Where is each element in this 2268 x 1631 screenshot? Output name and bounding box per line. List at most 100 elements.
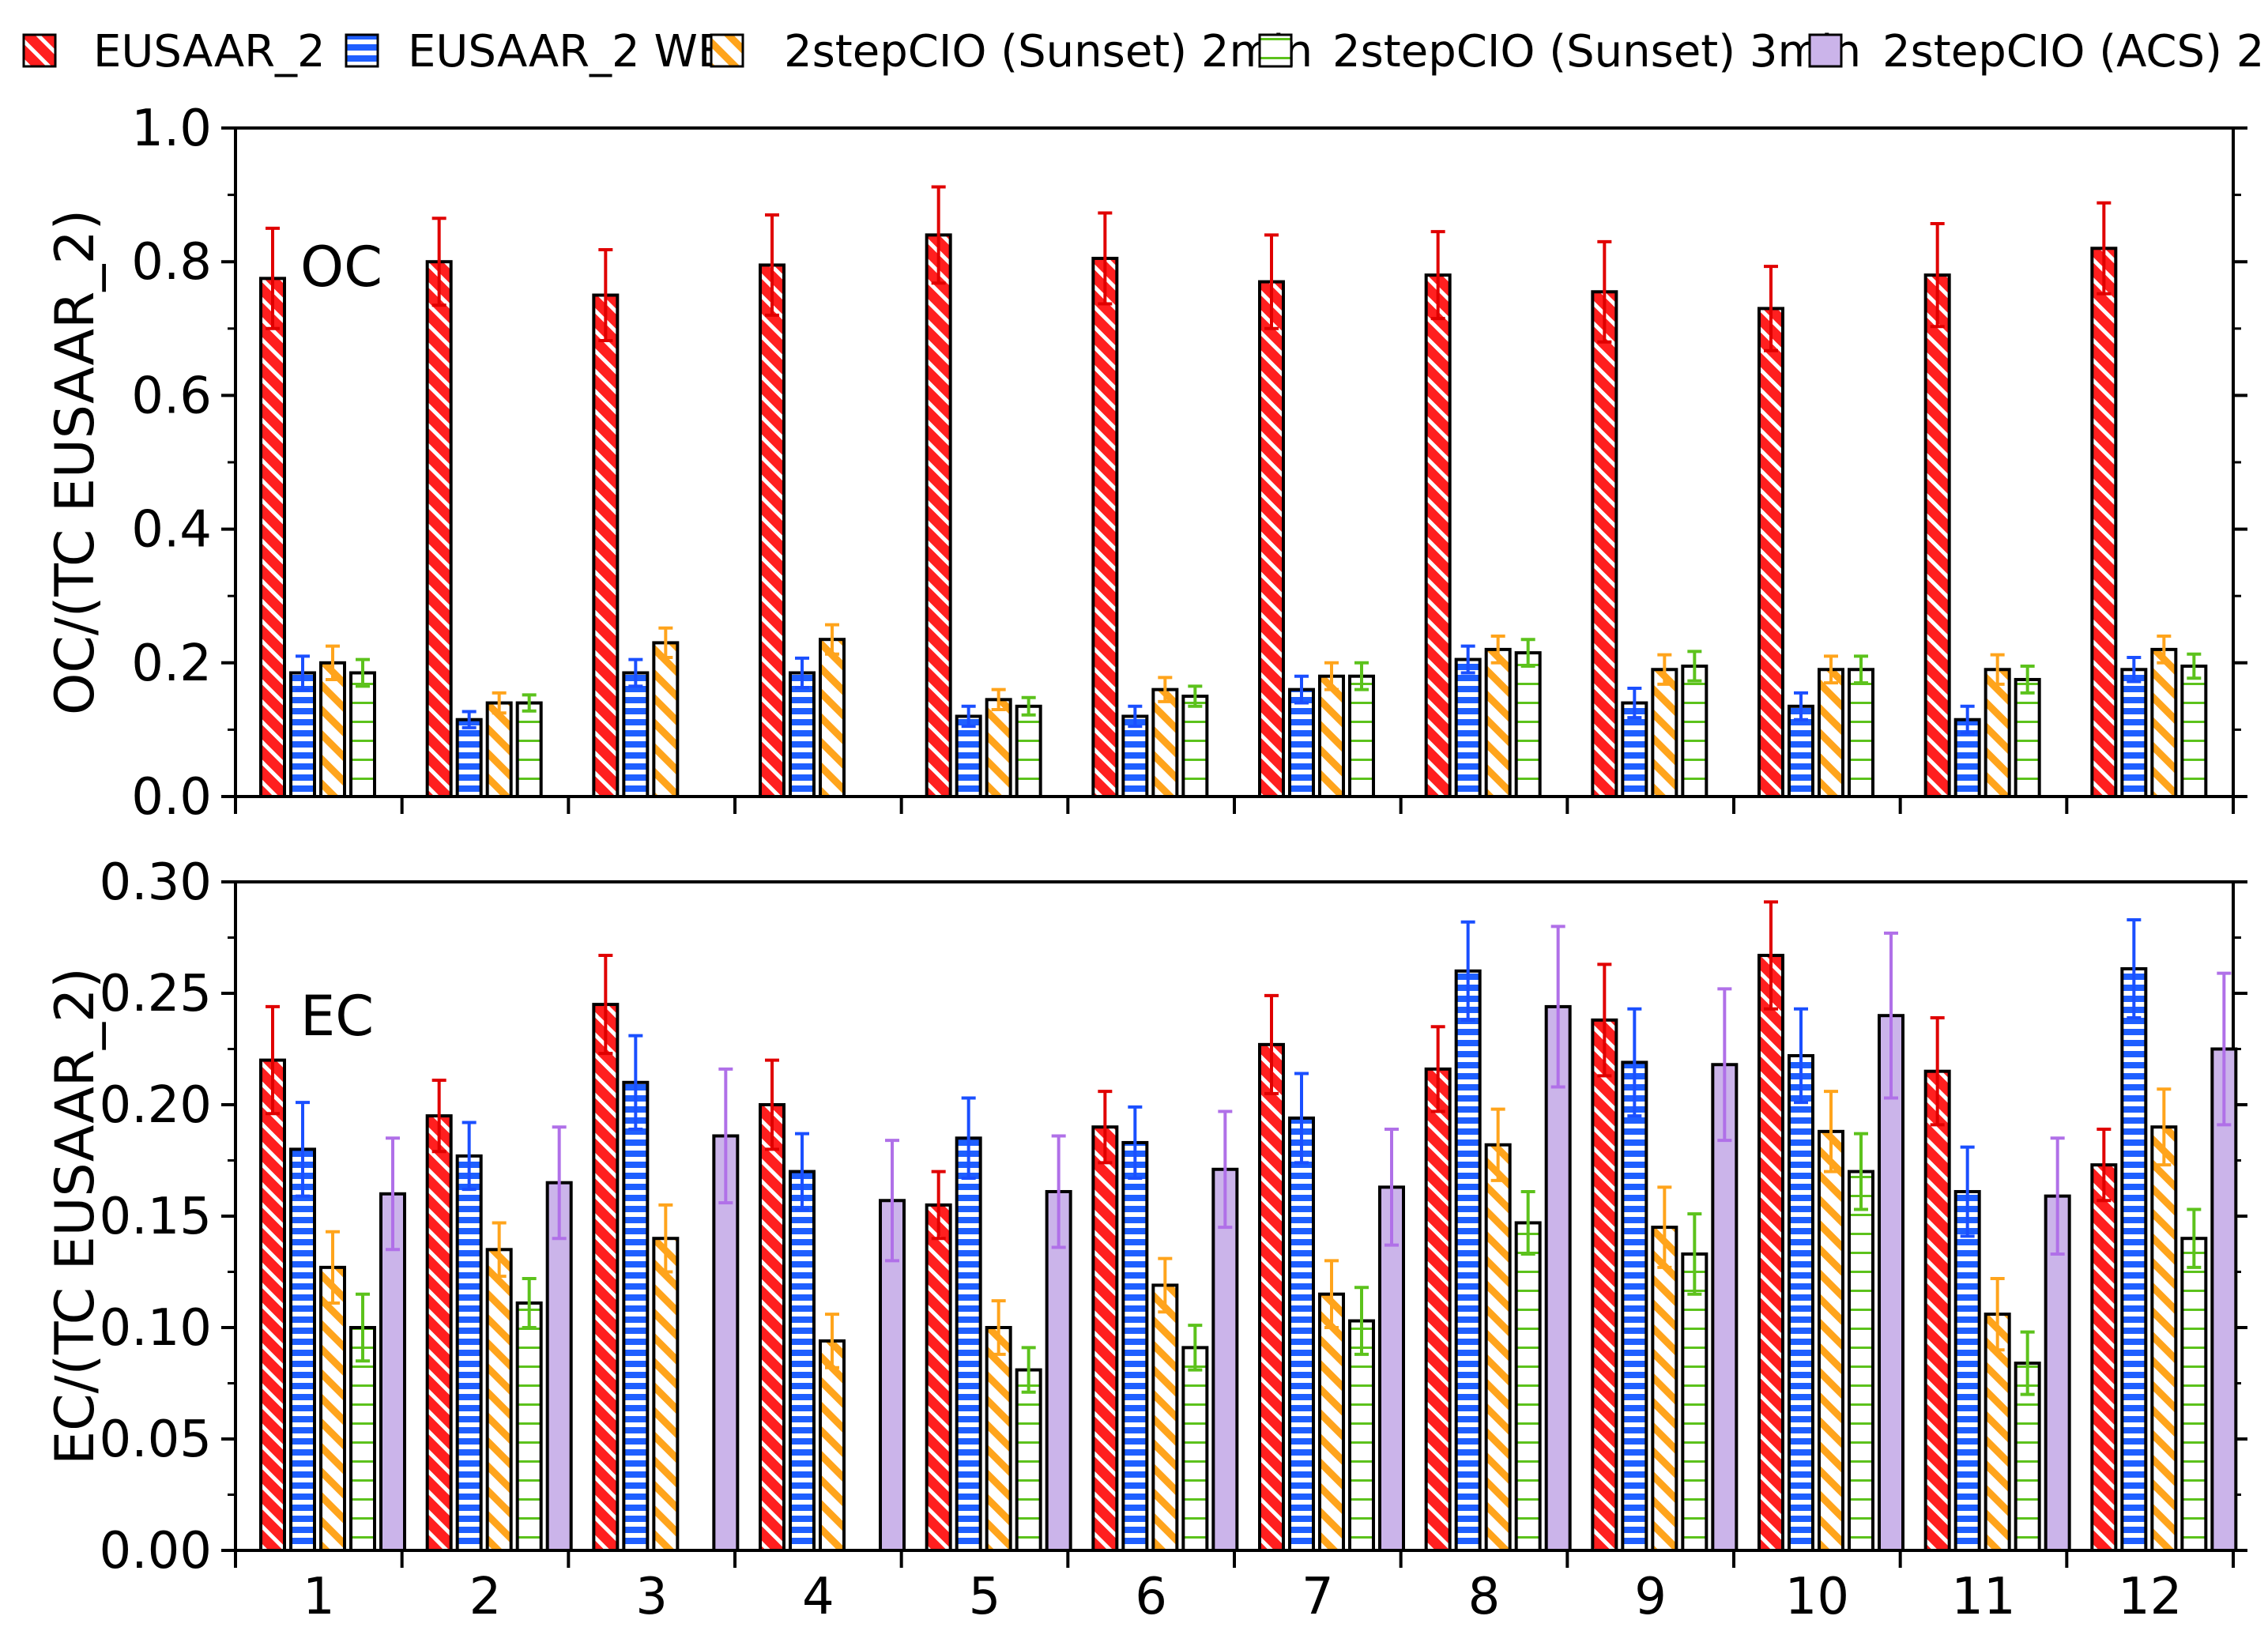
ec-y-tick-label: 0.25 <box>100 965 213 1023</box>
ec-bar-eusaar2-1 <box>259 1058 286 1552</box>
ec-bar-sunset-2min-4 <box>819 1339 846 1553</box>
ec-bar-eusaar2-we-2 <box>455 1154 483 1552</box>
oc-bar-sunset-2min-4 <box>819 638 846 798</box>
oc-y-tick-label: 0.8 <box>131 233 212 292</box>
ec-bar-sunset-2min-3 <box>652 1237 680 1552</box>
ec-y-axis-title: EC/(TC EUSAAR_2) <box>44 967 107 1465</box>
oc-y-tick-label: 0.0 <box>131 768 212 827</box>
ec-bar-acs-2min-5 <box>1045 1189 1072 1552</box>
legend-item-acs-2min: 2stepCIO (ACS) 2min <box>1808 26 2268 77</box>
ec-bar-sunset-3min-12 <box>2180 1237 2208 1552</box>
ec-panel: EC/(TC EUSAAR_2) EC 0.00 0.05 0.10 0.15 0.20… <box>44 853 2247 1626</box>
oc-bar-sunset-3min-11 <box>2014 677 2041 799</box>
ec-y-ticks: 0.00 0.05 0.10 0.15 0.20 0.25 0.30 <box>100 853 2247 1580</box>
ec-panel-label: EC <box>300 984 374 1049</box>
oc-panel-label: OC <box>300 235 382 299</box>
ec-y-tick-label: 0.15 <box>100 1188 213 1246</box>
ec-bar-sunset-3min-10 <box>1848 1170 1874 1552</box>
legend-swatch-acs-2min <box>1808 33 1843 68</box>
legend-label-eusaar2-we: EUSAAR_2 WE <box>408 26 725 77</box>
ec-bar-sunset-2min-2 <box>485 1248 513 1553</box>
oc-bar-eusaar2-2 <box>425 260 453 798</box>
oc-bar-sunset-2min-10 <box>1818 668 1844 799</box>
ec-bar-eusaar2-we-11 <box>1953 1189 1981 1552</box>
ec-bar-acs-2min-8 <box>1544 1004 1572 1553</box>
ec-bar-acs-2min-12 <box>2210 1047 2238 1552</box>
ec-bar-eusaar2-9 <box>1591 1018 1618 1552</box>
ec-bar-sunset-2min-9 <box>1651 1226 1678 1552</box>
oc-x-ticks <box>234 797 2235 814</box>
oc-bar-sunset-2min-12 <box>2150 647 2178 798</box>
ec-bar-sunset-3min-11 <box>2014 1362 2041 1552</box>
oc-bar-sunset-3min-7 <box>1348 674 1375 798</box>
ec-bar-eusaar2-we-6 <box>1121 1140 1149 1552</box>
oc-bar-eusaar2-we-1 <box>289 671 316 798</box>
x-tick-label-1: 1 <box>303 1568 335 1626</box>
ec-bar-acs-2min-6 <box>1211 1167 1239 1553</box>
oc-bar-sunset-3min-2 <box>515 701 543 798</box>
ec-y-tick-label: 0.00 <box>100 1522 213 1580</box>
oc-bar-eusaar2-we-8 <box>1454 657 1482 798</box>
oc-bar-eusaar2-we-6 <box>1121 714 1149 798</box>
oc-bar-sunset-3min-8 <box>1514 651 1542 798</box>
legend: EUSAAR_2 EUSAAR_2 WE 2stepCIO (Sunset) 2… <box>22 26 2268 77</box>
oc-bar-eusaar2-9 <box>1591 290 1618 798</box>
oc-panel: OC/(TC EUSAAR_2) OC 0.0 0.2 0.4 0.6 0.8 1.0 <box>44 100 2247 827</box>
legend-item-eusaar2-we: EUSAAR_2 WE <box>345 26 725 77</box>
oc-bar-eusaar2-11 <box>1923 273 1951 798</box>
x-tick-label-6: 6 <box>1135 1568 1167 1626</box>
oc-y-tick-label: 0.2 <box>131 635 212 693</box>
ec-bar-eusaar2-11 <box>1923 1069 1951 1552</box>
ec-bar-eusaar2-we-4 <box>789 1170 816 1552</box>
oc-bar-eusaar2-we-2 <box>455 718 483 799</box>
x-tick-label-3: 3 <box>635 1568 668 1626</box>
legend-item-eusaar2: EUSAAR_2 <box>22 26 326 77</box>
ec-bar-sunset-2min-7 <box>1318 1292 1345 1552</box>
ec-bar-eusaar2-10 <box>1758 954 1784 1553</box>
oc-bar-sunset-2min-6 <box>1151 687 1179 799</box>
ec-bar-eusaar2-2 <box>425 1114 453 1552</box>
oc-bar-sunset-3min-12 <box>2180 665 2208 799</box>
oc-y-tick-label: 1.0 <box>131 100 212 158</box>
ec-bar-eusaar2-we-7 <box>1288 1116 1315 1553</box>
x-tick-label-9: 9 <box>1634 1568 1667 1626</box>
ec-x-ticks: 1 2 3 4 5 6 7 8 9 10 11 12 <box>234 1550 2235 1626</box>
x-tick-label-12: 12 <box>2118 1568 2182 1626</box>
oc-bar-sunset-2min-7 <box>1318 674 1345 798</box>
legend-label-acs-2min: 2stepCIO (ACS) 2min <box>1882 26 2268 77</box>
legend-item-sunset-2min: 2stepCIO (Sunset) 2min <box>710 26 1313 77</box>
ec-bar-sunset-2min-11 <box>1984 1313 2011 1552</box>
oc-bar-eusaar2-we-7 <box>1288 687 1315 799</box>
oc-bar-sunset-2min-2 <box>485 701 513 798</box>
oc-bar-sunset-2min-11 <box>1984 668 2011 799</box>
ec-bar-acs-2min-9 <box>1711 1063 1739 1552</box>
oc-bar-eusaar2-we-4 <box>789 671 816 798</box>
oc-bar-sunset-2min-9 <box>1651 668 1678 799</box>
oc-bar-eusaar2-we-3 <box>622 671 650 798</box>
ec-y-tick-label: 0.10 <box>100 1299 213 1358</box>
x-tick-label-8: 8 <box>1468 1568 1501 1626</box>
legend-label-eusaar2: EUSAAR_2 <box>93 26 326 77</box>
legend-item-sunset-3min: 2stepCIO (Sunset) 3min <box>1258 26 1861 77</box>
oc-bar-sunset-3min-6 <box>1181 695 1209 798</box>
oc-y-tick-label: 0.6 <box>131 367 212 425</box>
oc-bar-eusaar2-10 <box>1758 307 1784 799</box>
ec-bar-eusaar2-6 <box>1091 1125 1119 1552</box>
ec-bar-sunset-2min-6 <box>1151 1283 1179 1553</box>
oc-bar-sunset-2min-1 <box>319 661 346 798</box>
oc-bar-sunset-3min-5 <box>1015 704 1042 798</box>
oc-bar-sunset-3min-1 <box>349 671 376 798</box>
oc-bar-eusaar2-1 <box>259 277 286 799</box>
oc-bar-eusaar2-5 <box>925 233 952 798</box>
oc-bar-eusaar2-4 <box>759 263 786 798</box>
ec-bar-eusaar2-we-12 <box>2120 966 2148 1552</box>
ec-bar-eusaar2-we-9 <box>1621 1060 1648 1553</box>
ec-bar-eusaar2-we-10 <box>1788 1053 1814 1552</box>
legend-label-sunset-2min: 2stepCIO (Sunset) 2min <box>784 26 1313 77</box>
x-tick-label-2: 2 <box>469 1568 502 1626</box>
legend-swatch-eusaar2-we <box>345 33 379 68</box>
oc-bar-eusaar2-we-12 <box>2120 668 2148 799</box>
oc-bar-sunset-2min-5 <box>985 698 1012 799</box>
ec-bar-eusaar2-8 <box>1424 1067 1452 1552</box>
ec-y-tick-label: 0.20 <box>100 1076 213 1135</box>
